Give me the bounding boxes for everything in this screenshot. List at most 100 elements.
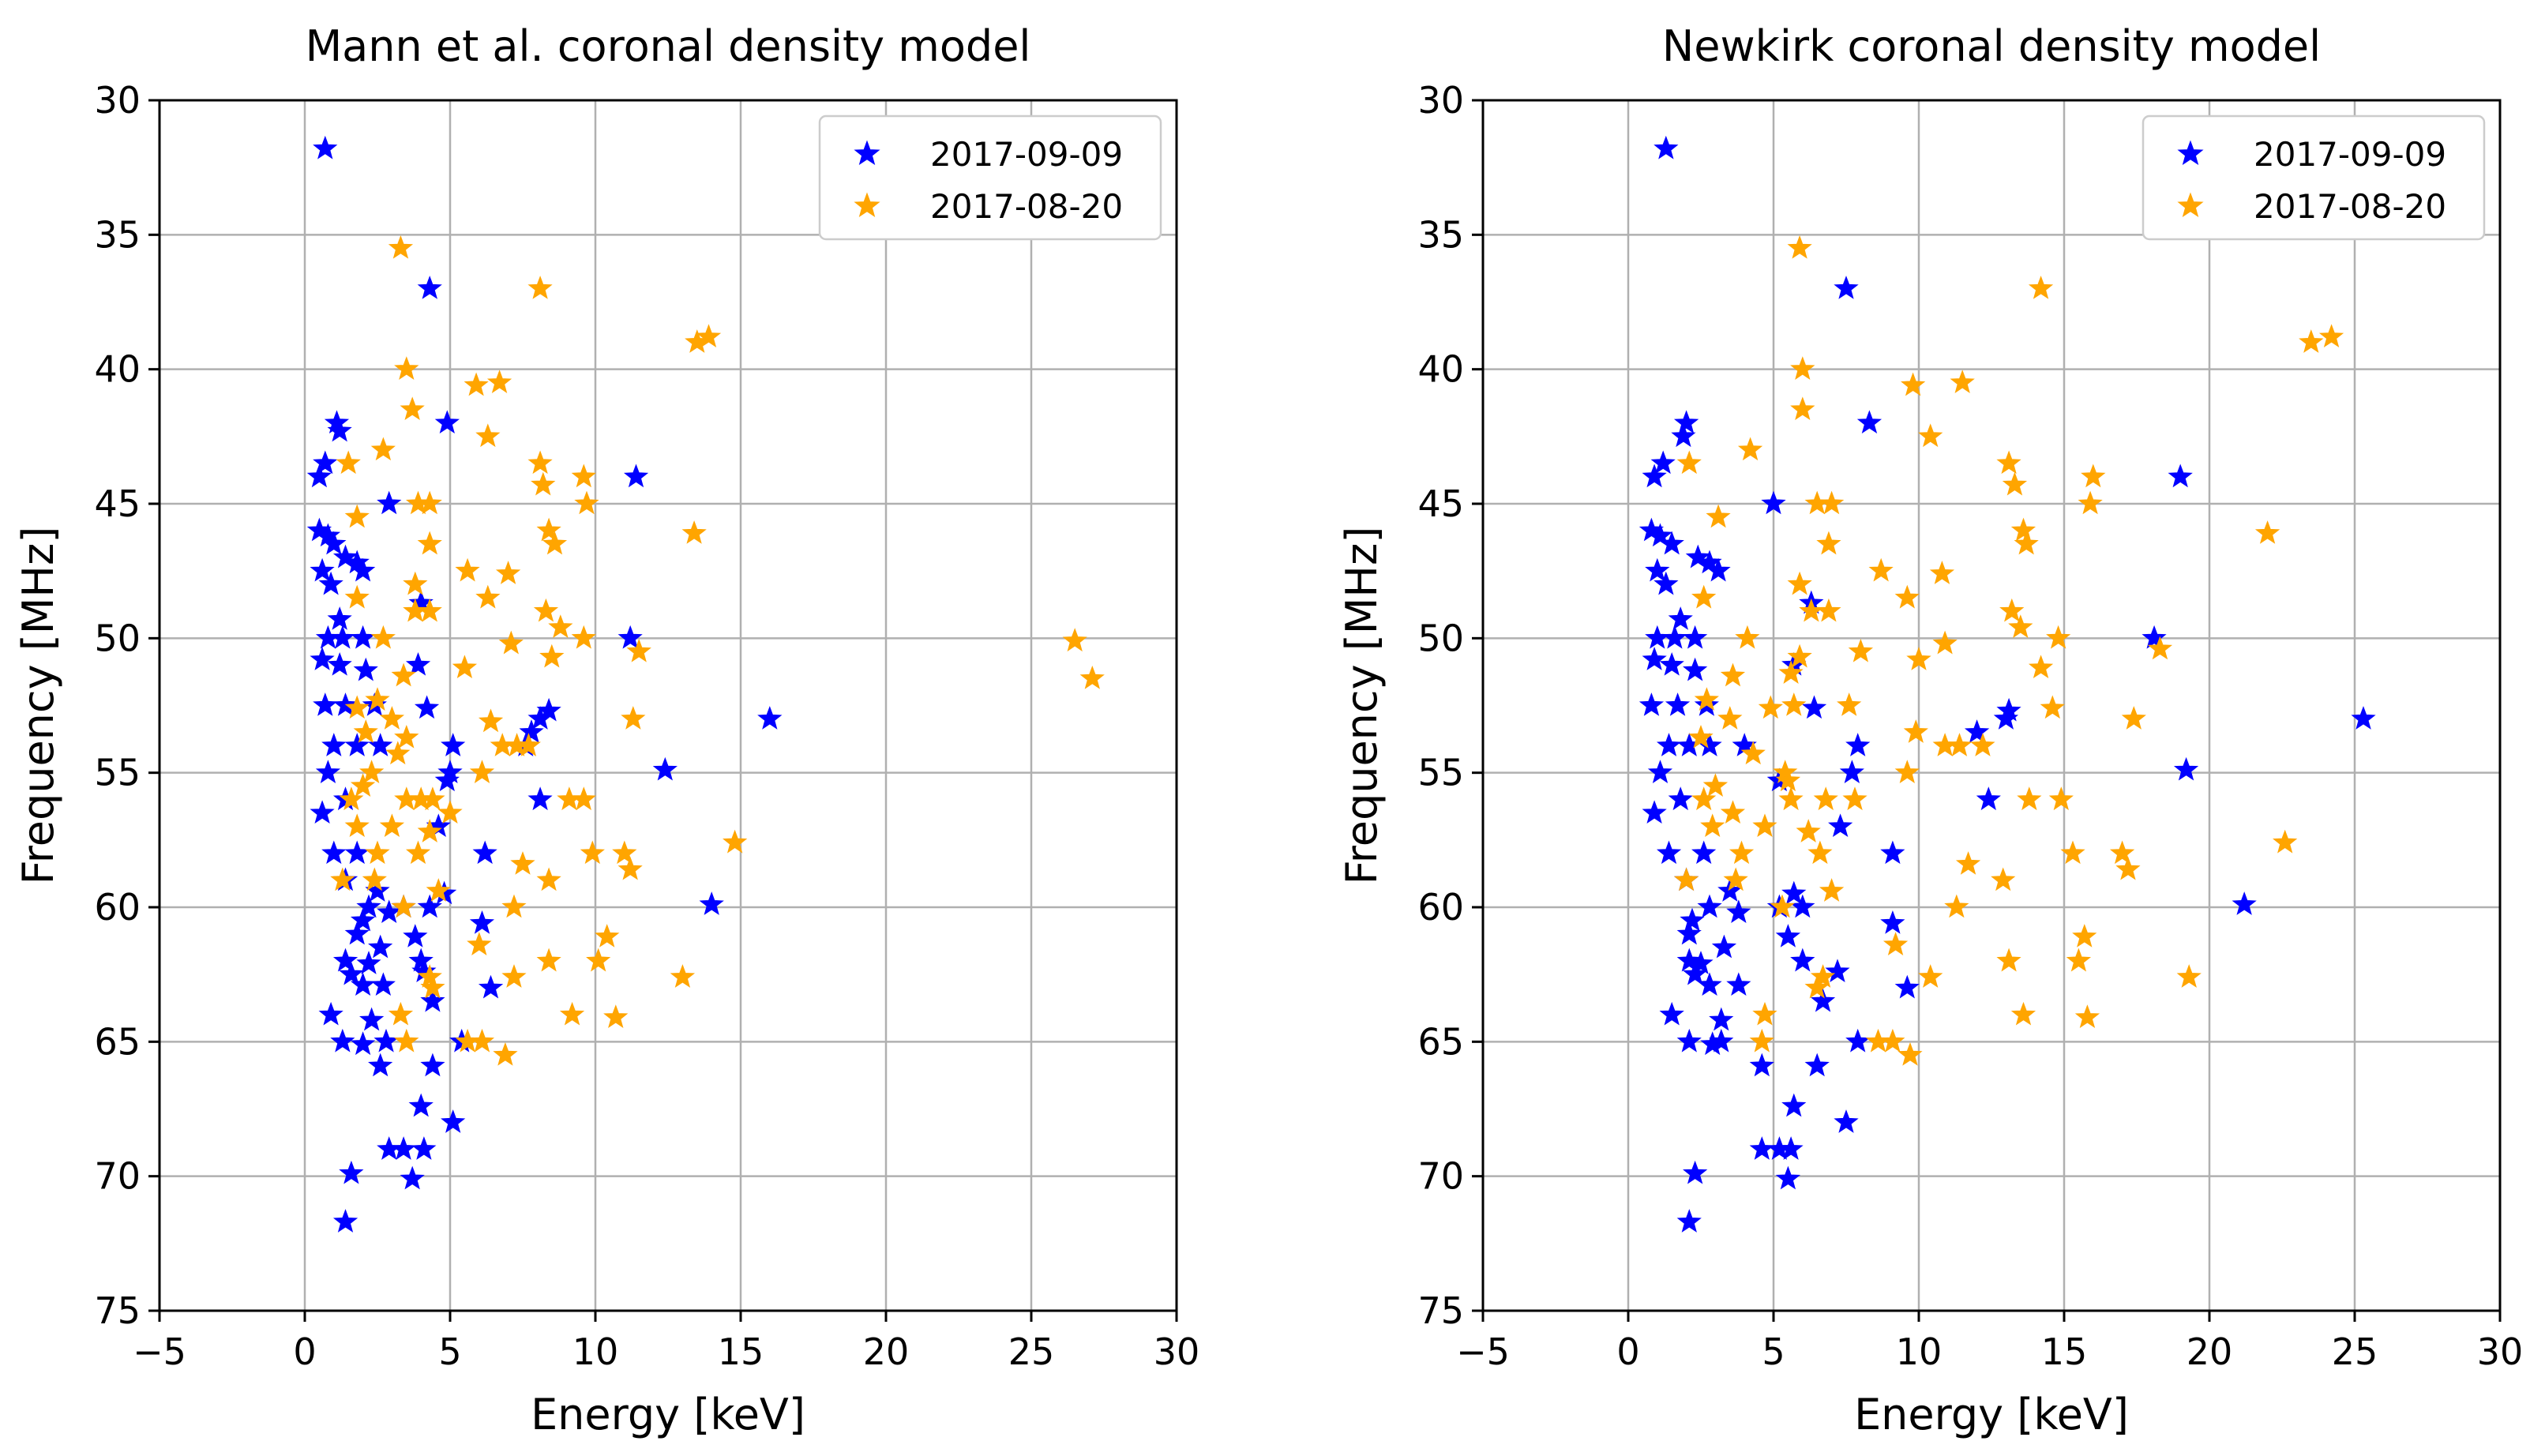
data-point-star <box>527 450 553 475</box>
data-point-star <box>1906 647 1931 670</box>
data-point-star <box>1778 660 1804 684</box>
y-tick-label: 45 <box>94 482 141 525</box>
data-point-star <box>1781 1093 1807 1117</box>
data-point-star <box>2081 463 2106 488</box>
data-point-star <box>2014 531 2039 555</box>
data-point-star <box>1659 1001 1684 1026</box>
data-point-star <box>1688 951 1714 974</box>
data-point-star <box>539 644 565 668</box>
data-point-star <box>1709 1007 1734 1031</box>
data-point-star <box>1654 571 1679 595</box>
data-point-star <box>467 932 492 955</box>
data-point-star <box>2010 517 2036 542</box>
x-tick-label: 30 <box>2477 1330 2524 1373</box>
data-point-star <box>1837 692 1862 716</box>
data-point-star <box>498 630 524 655</box>
data-point-star <box>1828 813 1853 838</box>
data-point-star <box>426 878 451 902</box>
data-point-star <box>1964 719 1990 743</box>
legend: 2017-09-09 2017-08-20 <box>818 114 1162 241</box>
data-point-star <box>1671 423 1696 448</box>
x-tick-label: 30 <box>1154 1330 1200 1373</box>
data-point-star <box>475 423 501 448</box>
data-point-star <box>2017 786 2042 811</box>
data-point-star <box>368 934 393 959</box>
data-point-star <box>313 135 338 159</box>
y-tick-label: 30 <box>1417 79 1464 122</box>
data-point-star <box>469 760 495 783</box>
data-point-star <box>1856 410 1882 434</box>
legend-entry-label: 2017-09-09 <box>2254 135 2446 174</box>
data-point-star <box>1676 1209 1702 1233</box>
chart-panel-2: −5 0 5 10 15 20 25 30 30 35 40 45 50 55 60 65 70 75 Newkir… <box>1337 21 2523 1439</box>
data-point-star <box>1680 907 1705 932</box>
data-point-star <box>478 708 504 733</box>
data-point-star <box>321 531 347 555</box>
chart-title: Newkirk coronal density model <box>1662 21 2321 71</box>
data-point-star <box>353 719 378 743</box>
data-point-star <box>1642 800 1667 824</box>
data-point-star <box>1775 1165 1801 1190</box>
data-point-star <box>405 840 431 865</box>
x-tick-label: −5 <box>133 1330 186 1373</box>
data-point-star <box>344 584 370 609</box>
data-point-star <box>388 235 414 259</box>
data-point-star <box>612 840 637 865</box>
data-point-star <box>1775 924 1801 948</box>
data-point-star <box>321 733 347 756</box>
data-point-star <box>603 1004 629 1028</box>
y-tick-label: 65 <box>94 1020 141 1063</box>
data-point-star <box>408 1093 434 1117</box>
data-point-star <box>2010 1001 2036 1026</box>
data-point-star <box>2147 636 2173 660</box>
legend-box <box>818 114 1162 241</box>
data-point-star <box>1673 410 1699 434</box>
data-point-star <box>350 907 376 932</box>
data-point-star <box>495 561 521 584</box>
data-point-star <box>394 1028 419 1053</box>
data-point-star <box>391 894 416 918</box>
data-point-star <box>1901 372 1926 396</box>
data-point-star <box>385 741 411 765</box>
series-2 <box>1673 235 2344 1066</box>
data-point-star <box>464 372 489 396</box>
data-point-star <box>365 840 390 865</box>
x-axis-label: Energy [keV] <box>531 1390 805 1439</box>
data-point-star <box>472 840 497 865</box>
x-axis-label: Energy [keV] <box>1854 1390 2129 1439</box>
data-point-star <box>1720 662 1746 687</box>
data-point-star <box>2048 786 2074 811</box>
data-point-star <box>1702 773 1729 797</box>
data-point-star <box>356 894 381 918</box>
y-tick-label: 35 <box>1417 213 1464 256</box>
data-point-star <box>1781 692 1807 716</box>
data-point-star <box>1825 959 1850 983</box>
data-point-star <box>1816 531 1841 555</box>
data-point-star <box>2028 655 2054 679</box>
data-point-star <box>1749 1028 1774 1053</box>
x-tick-label: 5 <box>1762 1330 1785 1373</box>
data-point-star <box>1834 1109 1859 1133</box>
data-point-star <box>359 1007 385 1031</box>
data-point-star <box>1845 733 1871 756</box>
data-point-star <box>2109 840 2135 865</box>
data-point-star <box>469 910 495 934</box>
data-point-star <box>417 894 442 918</box>
data-point-star <box>455 557 480 582</box>
data-point-star <box>723 829 748 854</box>
data-point-star <box>400 396 425 421</box>
data-point-star <box>437 800 463 824</box>
data-point-star <box>1642 647 1667 670</box>
legend: 2017-09-09 2017-08-20 <box>2141 114 2486 241</box>
data-point-star <box>1950 370 1975 393</box>
data-point-star <box>1996 450 2021 475</box>
plot-frame <box>1481 99 2502 1312</box>
data-point-star <box>1996 948 2021 972</box>
data-point-star <box>1819 878 1845 902</box>
data-point-star <box>403 571 428 595</box>
data-point-star <box>1659 531 1684 555</box>
data-point-star <box>2176 964 2202 988</box>
data-point-star <box>1816 598 1841 622</box>
y-axis-label: Frequency [MHz] <box>13 527 63 885</box>
